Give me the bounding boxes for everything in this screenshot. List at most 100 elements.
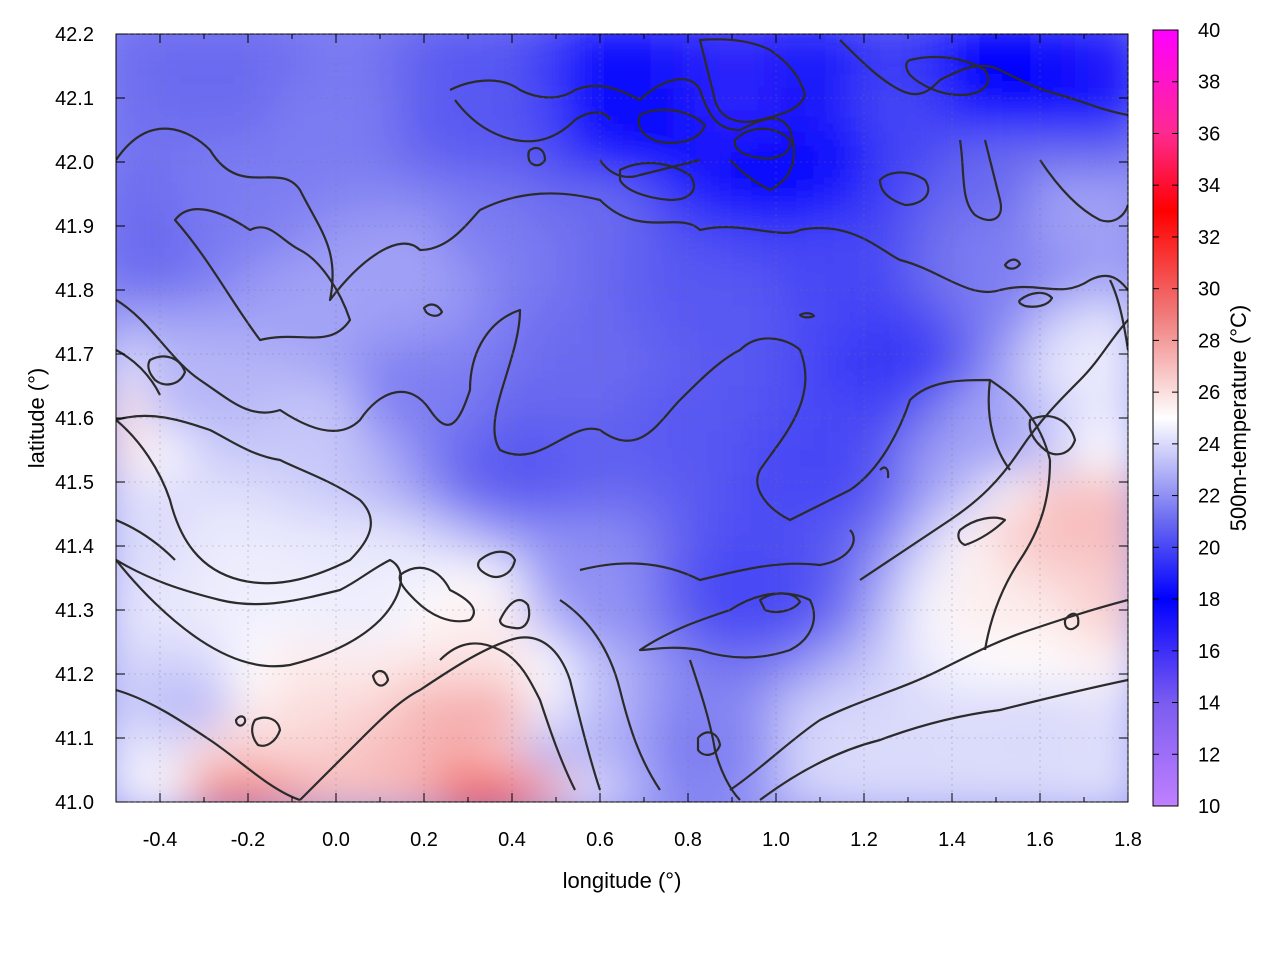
contour-line — [733, 127, 792, 160]
y-tick-label: 41.9 — [55, 216, 94, 238]
contour-line — [116, 299, 1052, 522]
colorbar-tick-label: 16 — [1198, 641, 1220, 663]
x-tick-label: 0.2 — [410, 829, 438, 851]
contour-line — [116, 558, 402, 668]
y-tick-label: 42.2 — [55, 24, 94, 46]
contour-line — [958, 139, 1003, 222]
contour-line — [147, 355, 187, 386]
contour-line — [599, 158, 701, 178]
colorbar-tick-label: 32 — [1198, 227, 1220, 249]
contour-line — [251, 716, 282, 747]
contour-line — [758, 592, 802, 613]
y-tick-label: 41.7 — [55, 344, 94, 366]
x-tick-label: 0.6 — [586, 829, 614, 851]
colorbar-tick-label: 24 — [1198, 434, 1220, 456]
x-tick-label: 1.2 — [850, 829, 878, 851]
x-tick-label: 0.0 — [322, 829, 350, 851]
contour-line — [498, 598, 531, 630]
contour-line — [637, 108, 707, 144]
field-cells — [116, 34, 1128, 802]
x-tick-label: 0.4 — [498, 829, 526, 851]
contour-line — [957, 516, 1007, 547]
contour-line — [449, 78, 795, 192]
contour-line — [477, 550, 517, 578]
x-tick-labels: -0.4 -0.2 0.0 0.2 0.4 0.6 0.8 1.0 1.2 1.4 1.6 1.8 — [143, 829, 1142, 851]
temperature-field — [116, 34, 1128, 802]
contour-line — [1039, 159, 1128, 223]
x-tick-label: 1.6 — [1026, 829, 1054, 851]
contour-line — [987, 379, 1011, 471]
colorbar-tick-label: 40 — [1198, 20, 1220, 42]
contour-line — [422, 303, 444, 317]
axis-ticks — [115, 33, 1129, 803]
contour-line — [618, 161, 695, 202]
y-tick-labels: 41.0 41.1 41.2 41.3 41.4 41.5 41.6 41.7 41.8 41.9… — [55, 24, 94, 814]
x-tick-label: 1.8 — [1114, 829, 1142, 851]
contour-line — [1018, 291, 1054, 308]
x-tick-label: 1.0 — [762, 829, 790, 851]
colorbar-tick-label: 38 — [1198, 72, 1220, 94]
contour-line — [173, 208, 352, 342]
contour-line — [983, 459, 1052, 651]
y-tick-label: 41.4 — [55, 536, 94, 558]
colorbar-ticks — [1153, 29, 1178, 807]
colorbar-tick-label: 20 — [1198, 537, 1220, 559]
contour-line — [371, 670, 390, 687]
x-tick-label: -0.4 — [143, 829, 177, 851]
colorbar-tick-label: 10 — [1198, 796, 1220, 818]
y-tick-label: 41.2 — [55, 664, 94, 686]
contour-line — [116, 688, 301, 802]
contour-line — [116, 414, 372, 585]
y-axis-title: latitude (°) — [24, 368, 49, 469]
contour-line — [299, 636, 602, 801]
field-cell — [1073, 34, 1128, 89]
colorbar-tick-label: 18 — [1198, 589, 1220, 611]
contour-line — [859, 319, 1128, 581]
y-tick-label: 41.3 — [55, 600, 94, 622]
contour-line — [698, 38, 807, 123]
contour-line — [729, 598, 1128, 791]
contour-line — [527, 146, 547, 167]
contour-line — [579, 529, 855, 582]
contour-line — [759, 678, 1128, 801]
contour-line — [116, 127, 1128, 302]
contour-line — [398, 566, 475, 623]
contour-line — [1063, 612, 1080, 631]
contour-line — [696, 731, 722, 756]
contour-line — [638, 592, 815, 659]
contour-line — [234, 715, 247, 727]
contour-line — [879, 466, 890, 479]
colorbar-tick-label: 22 — [1198, 486, 1220, 508]
contour-line — [878, 171, 930, 207]
contour-line — [1028, 415, 1077, 456]
colorbar — [1152, 29, 1179, 807]
colorbar-tick-label: 28 — [1198, 330, 1220, 352]
x-axis-title: longitude (°) — [563, 868, 682, 893]
colorbar-tick-label: 26 — [1198, 382, 1220, 404]
contour-line — [839, 39, 1128, 117]
contour-line — [1109, 279, 1128, 351]
x-tick-label: 0.8 — [674, 829, 702, 851]
y-tick-label: 41.6 — [55, 408, 94, 430]
contour-line — [559, 599, 661, 791]
x-tick-label: 1.4 — [938, 829, 966, 851]
contour-line — [116, 349, 161, 396]
contour-lines — [116, 38, 1128, 802]
contour-line — [798, 312, 816, 319]
x-tick-label: -0.2 — [231, 829, 265, 851]
y-tick-label: 41.5 — [55, 472, 94, 494]
contour-line — [688, 659, 741, 801]
colorbar-tick-label: 30 — [1198, 279, 1220, 301]
y-tick-label: 42.1 — [55, 88, 94, 110]
colorbar-tick-label: 14 — [1198, 693, 1220, 715]
y-tick-label: 41.0 — [55, 792, 94, 814]
contour-line — [1003, 258, 1022, 270]
y-tick-label: 41.1 — [55, 728, 94, 750]
colorbar-title: 500m-temperature (°C) — [1226, 305, 1251, 531]
colorbar-tick-labels: 10 12 14 16 18 20 22 24 26 28 30 32 34 36 38 40 — [1198, 20, 1220, 818]
colorbar-tick-label: 34 — [1198, 175, 1220, 197]
contour-line — [454, 99, 611, 143]
y-tick-label: 41.8 — [55, 280, 94, 302]
colorbar-tick-label: 12 — [1198, 744, 1220, 766]
